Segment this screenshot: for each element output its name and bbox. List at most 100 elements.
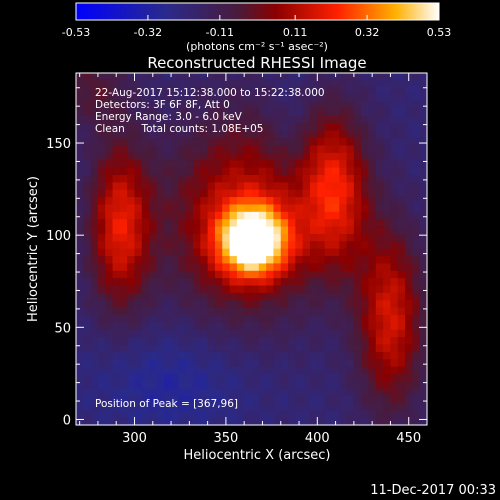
heatmap-cell [119, 130, 128, 139]
heatmap-cell [105, 402, 114, 411]
heatmap-cell [127, 115, 136, 124]
heatmap-cell [375, 307, 384, 316]
heatmap-cell [339, 417, 348, 426]
heatmap-cell [383, 211, 392, 220]
heatmap-cell [339, 122, 348, 131]
heatmap-cell [127, 321, 136, 330]
heatmap-cell [156, 203, 165, 212]
heatmap-cell [90, 410, 99, 419]
heatmap-cell [280, 100, 289, 109]
heatmap-cell [361, 329, 370, 338]
heatmap-cell [405, 343, 413, 352]
heatmap-cell [280, 307, 289, 316]
heatmap-cell [317, 329, 326, 338]
heatmap-cell [390, 329, 399, 338]
heatmap-cell [361, 130, 370, 139]
info-energy-range: Energy Range: 3.0 - 6.0 keV [95, 111, 243, 123]
heatmap-cell [361, 417, 370, 426]
heatmap-cell [310, 137, 318, 146]
heatmap-cell [324, 122, 333, 131]
heatmap-cell [214, 93, 223, 102]
heatmap-cell [317, 122, 326, 131]
heatmap-cell [397, 189, 406, 198]
heatmap-cell [193, 388, 201, 397]
heatmap-cell [280, 130, 289, 139]
heatmap-cell [405, 307, 413, 316]
heatmap-cell [295, 93, 304, 102]
heatmap-cell [163, 284, 172, 293]
heatmap-cell [134, 248, 143, 257]
heatmap-cell [280, 336, 289, 345]
heatmap-cell [280, 85, 289, 94]
heatmap-cell [273, 85, 282, 94]
heatmap-cell [90, 73, 99, 80]
heatmap-cell [83, 137, 92, 146]
heatmap-cell [178, 93, 187, 102]
heatmap-cell [397, 130, 406, 139]
heatmap-cell [266, 410, 275, 419]
heatmap-cell [273, 284, 282, 293]
heatmap-cell [83, 248, 92, 257]
heatmap-cell [288, 417, 296, 426]
observation-info: 22-Aug-2017 15:12:38.000 to 15:22:38.000… [95, 87, 325, 135]
heatmap-cell [317, 321, 326, 330]
heatmap-cell [229, 395, 238, 404]
heatmap-cell [207, 233, 216, 242]
heatmap-cell [317, 343, 326, 352]
heatmap-cell [266, 240, 275, 249]
heatmap-cell [280, 380, 289, 389]
heatmap-cell [302, 299, 311, 308]
heatmap-cell [324, 307, 333, 316]
heatmap-cell [214, 270, 223, 279]
heatmap-cell [331, 108, 340, 116]
heatmap-cell [112, 196, 121, 205]
heatmap-cell [83, 366, 92, 374]
heatmap-cell [222, 152, 231, 161]
heatmap-cell [185, 211, 194, 220]
heatmap-cell [193, 137, 201, 146]
heatmap-cell [273, 159, 282, 168]
heatmap-cell [412, 248, 421, 257]
heatmap-cell [236, 410, 245, 419]
heatmap-cell [324, 152, 333, 161]
heatmap-cell [185, 299, 194, 308]
heatmap-cell [419, 402, 428, 411]
heatmap-cell [229, 174, 238, 183]
heatmap-cell [251, 343, 260, 352]
heatmap-cell [134, 380, 143, 389]
heatmap-cell [346, 108, 355, 116]
heatmap-cell [280, 78, 289, 87]
heatmap-cell [156, 395, 165, 404]
heatmap-cell [375, 196, 384, 205]
heatmap-cell [229, 93, 238, 102]
heatmap-cell [310, 388, 318, 397]
heatmap-cell [295, 262, 304, 271]
heatmap-cell [207, 159, 216, 168]
heatmap-cell [412, 373, 421, 382]
heatmap-cell [171, 144, 179, 153]
heatmap-cell [171, 100, 179, 109]
heatmap-cell [156, 100, 165, 109]
heatmap-cell [302, 321, 311, 330]
heatmap-cell [346, 240, 355, 249]
heatmap-cell [317, 358, 326, 367]
heatmap-cell [302, 410, 311, 419]
heatmap-cell [405, 410, 413, 419]
heatmap-cell [353, 115, 362, 124]
heatmap-cell [302, 100, 311, 109]
heatmap-cell [105, 85, 114, 94]
heatmap-cell [193, 108, 201, 116]
heatmap-cell [397, 159, 406, 168]
heatmap-cell [266, 395, 275, 404]
heatmap-cell [207, 314, 216, 323]
heatmap-cell [339, 189, 348, 198]
heatmap-cell [76, 233, 84, 242]
heatmap-cell [273, 373, 282, 382]
x-tick-label: 350 [213, 431, 238, 446]
heatmap-cell [339, 78, 348, 87]
heatmap-cell [353, 402, 362, 411]
heatmap-cell [251, 329, 260, 338]
heatmap-cell [375, 108, 384, 116]
heatmap-cell [76, 343, 84, 352]
heatmap-cell [317, 85, 326, 94]
